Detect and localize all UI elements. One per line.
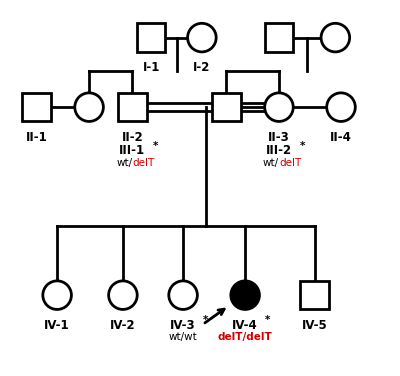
Text: II-1: II-1 — [26, 131, 47, 144]
Text: *: * — [300, 141, 305, 151]
Circle shape — [265, 93, 293, 121]
Text: I-1: I-1 — [142, 61, 160, 74]
Circle shape — [188, 23, 216, 52]
Bar — [265, 23, 293, 52]
Text: II-4: II-4 — [330, 131, 352, 144]
Text: delT/delT: delT/delT — [218, 332, 272, 342]
Bar — [118, 93, 147, 121]
Text: wt/: wt/ — [263, 158, 279, 168]
Bar — [137, 23, 166, 52]
Circle shape — [169, 281, 197, 309]
Text: wt/: wt/ — [116, 158, 132, 168]
Text: II-3: II-3 — [268, 131, 290, 144]
Text: delT: delT — [132, 158, 154, 168]
Text: III-2: III-2 — [266, 144, 292, 157]
Text: delT: delT — [279, 158, 301, 168]
Circle shape — [43, 281, 72, 309]
Bar — [22, 93, 51, 121]
Text: IV-5: IV-5 — [302, 319, 328, 332]
Text: IV-1: IV-1 — [44, 319, 70, 332]
Text: IV-4: IV-4 — [232, 319, 258, 332]
Bar — [212, 93, 241, 121]
Text: *: * — [203, 315, 208, 326]
Text: IV-3: IV-3 — [170, 319, 196, 332]
Text: III-1: III-1 — [119, 144, 145, 157]
Circle shape — [109, 281, 137, 309]
Text: *: * — [265, 315, 270, 326]
Bar — [300, 281, 329, 309]
Text: wt/wt: wt/wt — [169, 332, 198, 342]
Circle shape — [231, 281, 260, 309]
Circle shape — [75, 93, 103, 121]
Text: I-2: I-2 — [193, 61, 210, 74]
Text: IV-2: IV-2 — [110, 319, 136, 332]
Text: II-2: II-2 — [122, 131, 143, 144]
Circle shape — [321, 23, 350, 52]
Circle shape — [327, 93, 355, 121]
Text: *: * — [153, 141, 158, 151]
